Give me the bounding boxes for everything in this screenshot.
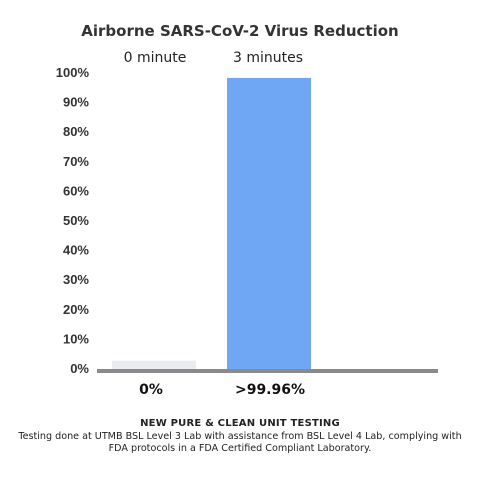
y-tick-label: 30% xyxy=(63,272,89,287)
value-label-3-minutes: >99.96% xyxy=(235,382,305,398)
bar-0-minute xyxy=(112,360,196,369)
category-label-0-minute: 0 minute xyxy=(124,50,187,66)
y-tick-label: 100% xyxy=(56,65,90,80)
value-label-0-minute: 0% xyxy=(139,382,163,398)
bar-3-minutes xyxy=(227,77,311,370)
bar-chart: Airborne SARS-CoV-2 Virus Reduction 0 mi… xyxy=(56,22,438,398)
y-tick-label: 60% xyxy=(63,183,89,198)
category-label-3-minutes: 3 minutes xyxy=(233,50,303,66)
testing-heading: NEW PURE & CLEAN UNIT TESTING xyxy=(140,418,340,429)
y-tick-label: 70% xyxy=(63,154,89,169)
y-tick-label: 40% xyxy=(63,243,89,258)
y-tick-label: 50% xyxy=(63,213,89,228)
chart-baseline xyxy=(97,369,438,373)
y-tick-label: 10% xyxy=(63,331,89,346)
y-tick-label: 0% xyxy=(70,361,89,376)
y-tick-label: 20% xyxy=(63,302,89,317)
chart-title: Airborne SARS-CoV-2 Virus Reduction xyxy=(81,22,398,40)
y-tick-label: 90% xyxy=(63,95,89,110)
testing-note: Testing done at UTMB BSL Level 3 Lab wit… xyxy=(18,431,462,454)
y-axis: 0% 10% 20% 30% 40% 50% 60% 70% 80% 90% 100% xyxy=(56,65,90,376)
y-tick-label: 80% xyxy=(63,124,89,139)
